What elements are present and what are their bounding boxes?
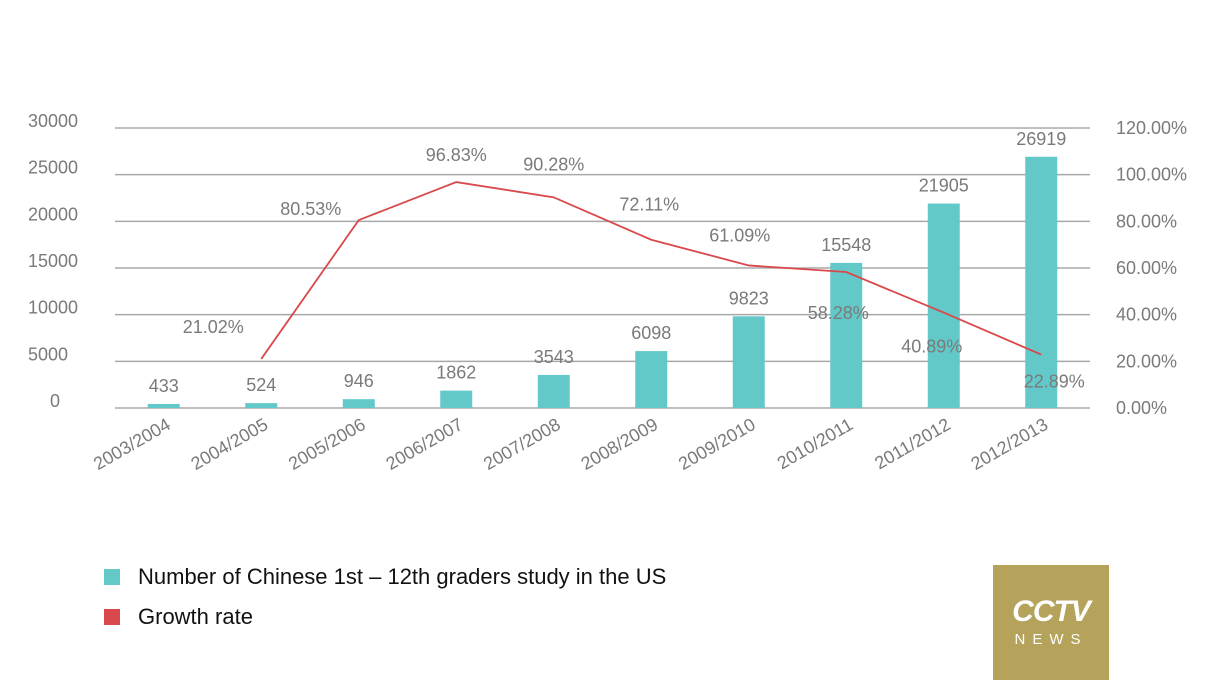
left-axis-tick: 0	[50, 391, 60, 411]
growth-rate-label: 58.28%	[808, 303, 869, 323]
legend-label-bars: Number of Chinese 1st – 12th graders stu…	[138, 564, 667, 589]
bar	[830, 262, 863, 408]
growth-rate-label: 96.83%	[426, 145, 487, 165]
cctv-news-logo: CCTV NEWS	[993, 565, 1109, 680]
x-axis-tick: 2005/2006	[285, 414, 369, 474]
growth-rate-label: 40.89%	[901, 337, 962, 357]
bar-value-label: 3543	[534, 347, 574, 367]
growth-rate-label: 61.09%	[709, 225, 770, 245]
bar-value-label: 15548	[821, 235, 871, 255]
growth-rate-label: 21.02%	[183, 317, 244, 337]
legend-swatch-line	[104, 609, 120, 625]
bar-value-label: 1862	[436, 363, 476, 383]
right-axis-tick: 0.00%	[1116, 398, 1167, 418]
legend-label-line: Growth rate	[138, 604, 253, 629]
bar-value-label: 9823	[729, 288, 769, 308]
growth-rate-label: 90.28%	[523, 154, 584, 174]
right-axis-tick: 100.00%	[1116, 165, 1187, 185]
bar	[342, 399, 375, 408]
bar	[440, 390, 473, 408]
left-axis-tick: 25000	[28, 158, 78, 178]
growth-rate-label: 80.53%	[280, 199, 341, 219]
logo-text-cctv: CCTV	[1012, 595, 1091, 628]
left-axis-tick: 5000	[28, 344, 68, 364]
x-axis-tick: 2012/2013	[968, 414, 1052, 474]
left-axis-tick: 10000	[28, 298, 78, 318]
x-axis-tick: 2008/2009	[578, 414, 662, 474]
growth-rate-line	[260, 181, 1042, 360]
logo-text-news: NEWS	[1014, 631, 1088, 648]
bar	[732, 316, 765, 408]
left-axis-tick: 15000	[28, 251, 78, 271]
x-axis-tick: 2004/2005	[188, 414, 272, 474]
bar	[147, 403, 180, 408]
x-axis-tick: 2007/2008	[480, 414, 564, 474]
bar	[927, 203, 960, 408]
right-axis-tick: 60.00%	[1116, 258, 1177, 278]
bar-value-label: 524	[246, 375, 276, 395]
right-axis-tick: 20.00%	[1116, 351, 1177, 371]
right-axis-tick: 40.00%	[1116, 305, 1177, 325]
bar-value-label: 946	[344, 371, 374, 391]
bar-value-label: 6098	[631, 323, 671, 343]
bar	[1025, 156, 1058, 408]
bar	[635, 351, 668, 408]
left-axis-tick: 20000	[28, 204, 78, 224]
growth-rate-label: 22.89%	[1024, 372, 1085, 392]
chart: 0 0.00% 5000 20.00% 10000 40.00% 15000 60.00% 20…	[28, 111, 1187, 474]
right-axis-tick: 80.00%	[1116, 211, 1177, 231]
growth-rate-label: 72.11%	[619, 195, 679, 215]
x-axis-tick: 2003/2004	[90, 414, 174, 474]
legend-swatch-bars	[104, 569, 120, 585]
legend-item-bars: Number of Chinese 1st – 12th graders stu…	[104, 564, 666, 590]
bar-value-label: 433	[149, 376, 179, 396]
bar	[245, 403, 278, 408]
legend-item-line: Growth rate	[104, 604, 253, 630]
x-axis-tick: 2010/2011	[774, 414, 857, 473]
x-axis-tick: 2009/2010	[675, 414, 759, 474]
left-axis-tick: 30000	[28, 111, 78, 131]
bar-value-label: 21905	[919, 176, 969, 196]
x-axis-tick: 2006/2007	[383, 414, 467, 474]
x-axis-tick: 2011/2012	[871, 414, 954, 473]
right-axis-tick: 120.00%	[1116, 118, 1187, 138]
bar-value-label: 26919	[1016, 129, 1066, 149]
bar	[537, 374, 570, 408]
